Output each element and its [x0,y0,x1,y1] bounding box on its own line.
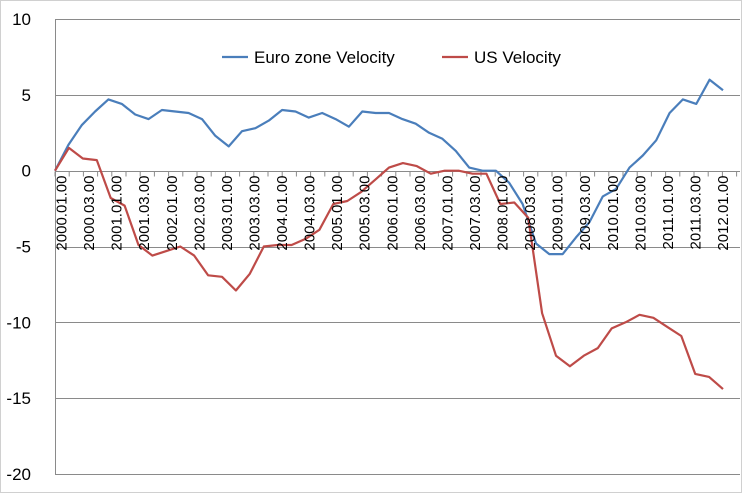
x-tick-label: 2008.01.00 [495,176,512,251]
x-tick-label: 2011.03.00 [687,176,704,250]
gridlines [55,19,740,475]
series-line-euro-zone-velocity [54,78,724,256]
x-tick-label: 2007.01.00 [439,176,456,251]
x-tick-label: 2001.01.00 [109,176,126,251]
x-tick-label: 2005.01.00 [329,176,346,251]
x-tick-label: 2006.03.00 [412,176,429,251]
y-tick-label: -5 [16,238,31,257]
x-tick-label: 2002.01.00 [164,176,181,251]
y-tick-label: -15 [6,389,31,408]
y-tick-label: -20 [6,465,31,484]
legend: Euro zone Velocity US Velocity [222,48,561,67]
x-tick-label: 2007.03.00 [467,176,484,251]
legend-label-euro: Euro zone Velocity [254,48,395,67]
x-tick-label: 2010.01.00 [605,176,622,251]
x-tick-label: 2000.03.00 [81,176,98,251]
x-tick-label: 2002.03.00 [191,176,208,251]
y-tick-label: 10 [12,10,31,29]
axes [54,19,738,474]
y-tick-labels: 10 5 0 -5 -10 -15 -20 [6,10,31,484]
x-tick-label: 2005.03.00 [357,176,374,251]
y-tick-label: 0 [22,162,31,181]
x-tick-label: 2004.01.00 [274,176,291,251]
legend-label-us: US Velocity [474,48,561,67]
x-tick-label: 2006.01.00 [384,176,401,251]
x-tick-label: 2012.01.00 [715,176,732,251]
y-tick-label: 5 [22,86,31,105]
x-tick-label: 2001.03.00 [136,176,153,251]
x-tick-label: 2009.03.00 [577,176,594,251]
x-tick-labels: 2000.01.00 2000.03.00 2001.01.00 2001.03.00… [54,176,733,251]
x-tick-label: 2003.01.00 [219,176,236,251]
x-tick-label: 2003.03.00 [246,176,263,251]
x-tick-label: 2011.01.00 [660,176,677,250]
x-tick-label: 2009.01.00 [550,176,567,251]
y-tick-label: -10 [6,313,31,332]
x-tick-label: 2000.01.00 [54,176,71,251]
x-tick-label: 2004.03.00 [302,176,319,251]
x-tick-label: 2008.03.00 [522,176,539,251]
series-line-us-velocity [54,146,724,390]
series-lines [54,78,724,390]
x-tick-label: 2010.03.00 [632,176,649,251]
